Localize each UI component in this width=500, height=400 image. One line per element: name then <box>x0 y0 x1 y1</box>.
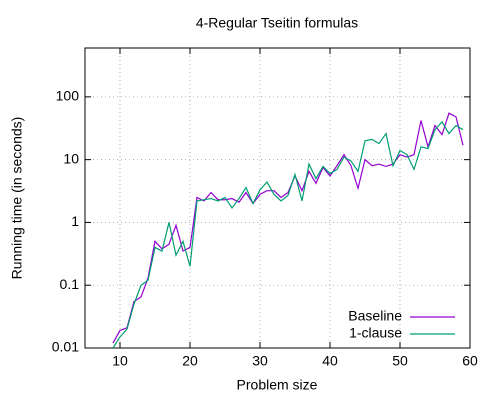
x-tick-label: 60 <box>462 353 478 369</box>
y-axis-label: Running time (in seconds) <box>9 117 25 280</box>
x-tick-label: 10 <box>112 353 128 369</box>
series-line <box>112 120 464 348</box>
y-tick-label: 0.1 <box>60 276 80 292</box>
x-tick-label: 50 <box>392 353 408 369</box>
x-axis-label: Problem size <box>237 377 318 393</box>
x-tick-label: 40 <box>322 353 338 369</box>
legend-label: Baseline <box>348 308 402 324</box>
legend-label: 1-clause <box>349 325 402 341</box>
x-tick-label: 20 <box>182 353 198 369</box>
plot-area <box>112 112 464 348</box>
y-tick-label: 1 <box>71 213 79 229</box>
y-tick-label: 100 <box>56 88 80 104</box>
x-tick-label: 30 <box>252 353 268 369</box>
chart-title: 4-Regular Tseitin formulas <box>196 15 358 31</box>
plot-frame <box>84 47 471 349</box>
y-tick-label: 10 <box>63 150 79 166</box>
y-tick-label: 0.01 <box>52 339 79 355</box>
series-line <box>112 112 464 344</box>
